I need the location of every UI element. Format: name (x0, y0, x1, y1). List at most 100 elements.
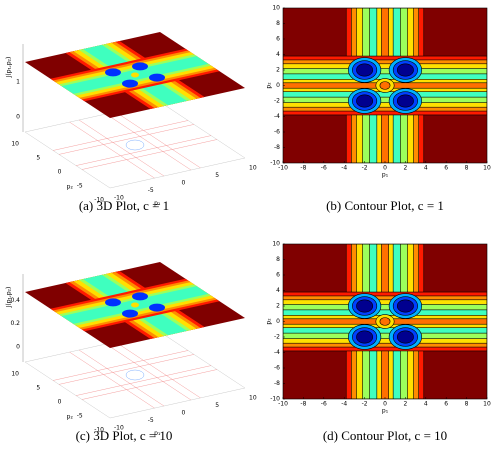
x-tick-label: -5 (148, 187, 154, 194)
blob (105, 298, 121, 307)
y-tick-label: 5 (36, 385, 40, 392)
z-tick-label: 0 (16, 344, 20, 351)
floor-contour (78, 119, 165, 177)
y-tick-label: -10 (94, 427, 104, 434)
x-tick-label: -10 (114, 195, 124, 202)
y-tick-label: 2 (276, 67, 280, 74)
y-tick-label: -10 (270, 160, 280, 167)
contour-plot (283, 8, 487, 163)
y-tick-label: -2 (274, 98, 280, 105)
x-tick-label: 0 (383, 165, 387, 172)
floor-contour (52, 120, 189, 151)
x-tick-label: 0 (383, 401, 387, 408)
y-tick-label: 10 (11, 371, 19, 378)
y-tick-label: 5 (36, 155, 40, 162)
x-tick-label: 10 (249, 395, 257, 402)
floor-contour (105, 343, 192, 401)
blob (149, 303, 165, 312)
z-tick-label: 0.2 (10, 320, 20, 327)
y-tick-label: 4 (276, 51, 280, 58)
floor-contour (69, 121, 155, 179)
caption: (c) 3D Plot, c = 10 (76, 428, 173, 443)
x-tick-label: -10 (114, 425, 124, 432)
y-tick-label: -5 (77, 183, 83, 190)
x-axis-label: p₁ (154, 200, 161, 207)
y-tick-label: 6 (276, 36, 280, 43)
y-tick-label: 10 (11, 141, 19, 148)
floor-contour (69, 351, 155, 409)
x-tick-label: 5 (215, 172, 219, 179)
floor-contour (58, 124, 195, 155)
floor-contour (125, 369, 145, 381)
x-tick-label: -2 (362, 165, 368, 172)
floor-contour (81, 139, 218, 170)
x-tick-label: 4 (424, 165, 428, 172)
y-tick-label: 0 (276, 318, 280, 325)
x-tick-label: -8 (300, 165, 306, 172)
x-tick-label: 10 (483, 401, 491, 408)
blob (356, 299, 374, 313)
y-tick-label: -10 (94, 197, 104, 204)
blob (356, 330, 374, 344)
x-tick-label: 5 (215, 402, 219, 409)
blob (122, 309, 138, 318)
center (131, 302, 139, 308)
y-tick-label: 10 (272, 241, 280, 248)
x-axis-label: p₁ (154, 430, 161, 437)
z-axis-label: J(p₁,p₂) (6, 287, 13, 309)
x-tick-label: 6 (444, 165, 448, 172)
floor-contour (58, 354, 195, 385)
y-tick-label: -8 (274, 144, 280, 151)
x-tick-label: 0 (182, 180, 186, 187)
x-tick-label: -10 (278, 165, 288, 172)
floor-contour (81, 369, 218, 400)
blob (356, 94, 374, 108)
y-tick-label: 0 (58, 399, 62, 406)
x-tick-label: -8 (300, 401, 306, 408)
x-tick-label: 8 (465, 165, 469, 172)
y-axis-label: p₂ (266, 318, 273, 325)
y-tick-label: -4 (274, 113, 280, 120)
x-tick-label: 10 (483, 165, 491, 172)
x-tick-label: -2 (362, 401, 368, 408)
center (379, 81, 391, 90)
floor-contour (125, 139, 145, 151)
x-axis-label: p₁ (382, 408, 389, 415)
y-tick-label: 0 (276, 82, 280, 89)
y-axis-label: p₂ (67, 413, 74, 420)
floor-contour (52, 350, 189, 381)
y-tick-label: 10 (272, 5, 280, 12)
blob (396, 63, 414, 77)
blob (132, 62, 148, 71)
y-tick-label: 8 (276, 20, 280, 27)
y-tick-label: -4 (274, 349, 280, 356)
z-tick-label: 0.4 (10, 297, 20, 304)
y-tick-label: -8 (274, 380, 280, 387)
contour-plot (283, 244, 487, 399)
x-axis-label: p₁ (382, 172, 389, 179)
x-tick-label: 2 (403, 401, 407, 408)
floor-contour (75, 365, 212, 396)
caption: (d) Contour Plot, c = 10 (323, 428, 447, 443)
blob (132, 292, 148, 301)
center (379, 317, 391, 326)
x-tick-label: 0 (182, 410, 186, 417)
floor-contour (115, 111, 201, 169)
x-tick-label: 2 (403, 165, 407, 172)
blob (122, 79, 138, 88)
x-tick-label: -5 (148, 417, 154, 424)
x-tick-label: 6 (444, 401, 448, 408)
x-tick-label: 10 (249, 165, 257, 172)
x-tick-label: -6 (321, 165, 327, 172)
y-tick-label: 8 (276, 256, 280, 263)
floor-contour (115, 341, 201, 399)
y-tick-label: -10 (270, 396, 280, 403)
x-tick-label: -4 (341, 401, 347, 408)
y-tick-label: -6 (274, 365, 280, 372)
z-tick-label: 1 (16, 79, 20, 86)
blob (396, 330, 414, 344)
x-tick-label: -10 (278, 401, 288, 408)
y-tick-label: -5 (77, 413, 83, 420)
x-tick-label: -6 (321, 401, 327, 408)
